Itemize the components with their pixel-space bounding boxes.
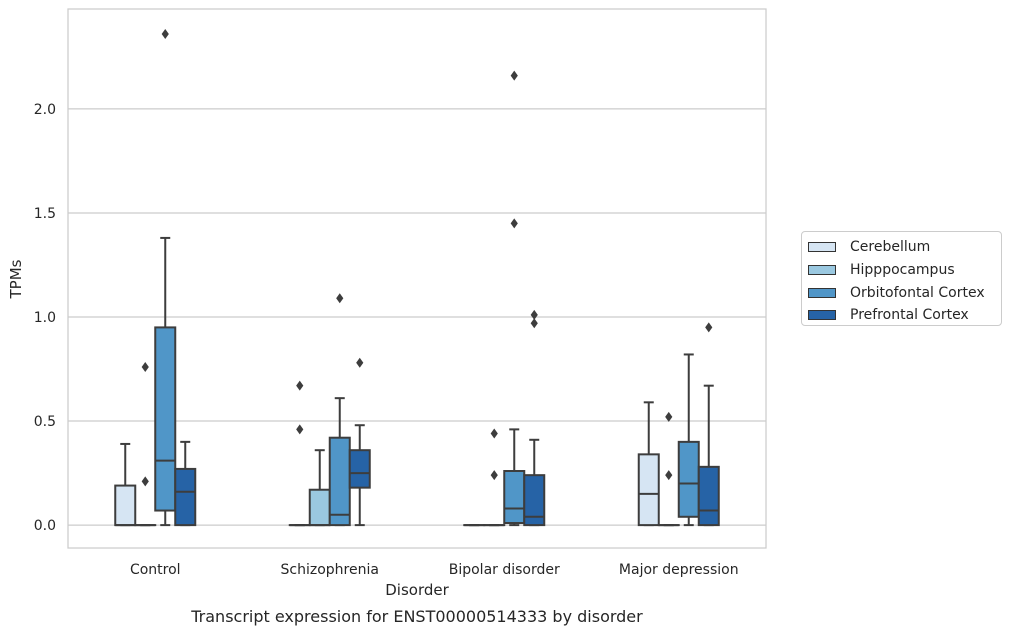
box-iqr (348, 449, 371, 489)
outlier-point (665, 411, 673, 422)
outlier-point (490, 428, 498, 439)
y-tick-label: 1.0 (34, 310, 56, 326)
box-plot (308, 449, 331, 527)
legend-swatch (808, 287, 836, 298)
box-iqr (174, 467, 197, 527)
outlier-point (356, 357, 364, 368)
x-tick-label: Bipolar disorder (449, 562, 560, 578)
box-iqr (637, 453, 660, 527)
legend-swatch (808, 242, 836, 253)
box-iqr (114, 484, 137, 527)
outlier-point (161, 28, 169, 39)
legend-swatch (808, 310, 836, 321)
y-tick-labels: 0.0 0.5 1.0 1.5 2.0 (34, 102, 56, 534)
x-tick-label: Schizophrenia (281, 562, 379, 578)
chart-caption: Transcript expression for ENST0000051433… (190, 607, 643, 626)
box-iqr (308, 488, 331, 527)
box-plot (637, 401, 660, 527)
legend-swatch (808, 265, 836, 276)
y-axis-label: TPMs (7, 259, 25, 299)
legend-label: Cerebellum (850, 239, 931, 256)
outlier-point (296, 424, 304, 435)
box-plot (288, 380, 311, 527)
box-plot (174, 440, 197, 527)
box-plot (114, 442, 137, 527)
outlier-point (336, 293, 344, 304)
box-plot (134, 361, 157, 527)
box-iqr (328, 436, 351, 527)
outlier-point (705, 322, 713, 333)
x-tick-label: Control (130, 562, 181, 578)
box-iqr (697, 465, 720, 527)
box-plots (114, 28, 720, 527)
box-plot (348, 357, 371, 527)
outlier-point (510, 218, 518, 229)
y-tick-label: 0.5 (34, 414, 56, 430)
y-tick-label: 0.0 (34, 518, 56, 534)
outlier-point (530, 318, 538, 329)
outlier-point (490, 470, 498, 481)
outlier-point (141, 476, 149, 487)
box-plot (523, 309, 546, 527)
box-iqr (677, 440, 700, 518)
legend-label: Prefrontal Cortex (850, 307, 969, 324)
box-plot (657, 411, 680, 527)
legend-label: Orbitofontal Cortex (850, 284, 985, 301)
y-tick-label: 2.0 (34, 102, 56, 118)
outlier-point (665, 470, 673, 481)
box-iqr (503, 470, 526, 525)
legend-item: Orbitofontal Cortex (808, 281, 1001, 304)
outlier-point (530, 309, 538, 320)
box-iqr (154, 326, 177, 512)
outlier-point (510, 70, 518, 81)
box-plot (677, 353, 700, 527)
plot-area-frame (67, 8, 767, 549)
y-tick-label: 1.5 (34, 206, 56, 222)
outlier-point (296, 380, 304, 391)
box-plot (697, 322, 720, 527)
box-plot (154, 28, 177, 527)
x-tick-label: Major depression (619, 562, 739, 578)
legend-item: Cerebellum (808, 236, 1001, 259)
legend-label: Hipppocampus (850, 262, 955, 279)
x-axis-label: Disorder (385, 581, 449, 599)
box-plot (328, 293, 351, 527)
box-plot (503, 70, 526, 527)
legend: Cerebellum Hipppocampus Orbitofontal Corte… (801, 231, 1002, 326)
legend-item: Hipppocampus (808, 259, 1001, 282)
box-plot (483, 428, 506, 527)
box-iqr (523, 474, 546, 527)
x-tick-labels: Control Schizophrenia Bipolar disorder Majo… (130, 562, 739, 578)
legend-item: Prefrontal Cortex (808, 304, 1001, 327)
outlier-point (141, 361, 149, 372)
